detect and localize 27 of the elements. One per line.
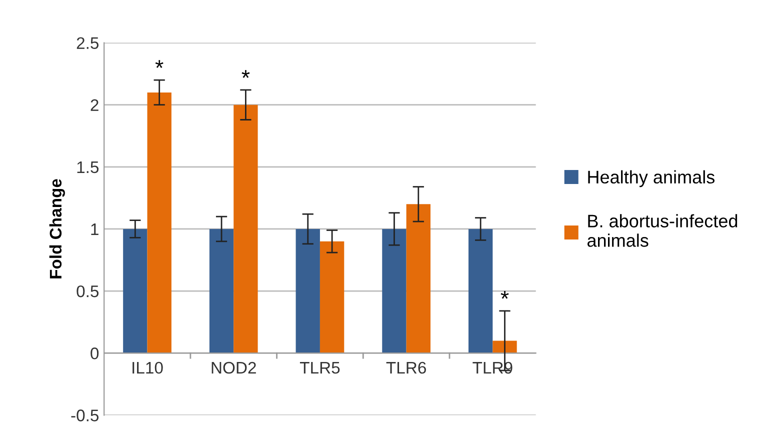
y-tick-label: 1 — [91, 224, 98, 236]
bar — [296, 228, 320, 354]
x-tick-label: IL10 — [132, 362, 163, 374]
legend-label: B. abortus-infected animals — [587, 214, 738, 247]
bar — [209, 228, 234, 354]
bar — [406, 204, 430, 354]
annotation: * — [500, 291, 509, 299]
annotation: * — [155, 60, 164, 68]
annotation: * — [242, 70, 250, 78]
y-tick-label: 0 — [90, 348, 99, 360]
y-axis-title: Fold Change — [49, 179, 65, 278]
legend-label: Healthy animals — [588, 170, 715, 188]
x-tick-label: TLR6 — [386, 362, 426, 374]
y-tick-label: 2 — [90, 99, 98, 111]
x-tick-label: TLR5 — [300, 362, 340, 374]
y-tick-label: -0.5 — [71, 410, 99, 422]
y-tick-label: 1.5 — [77, 161, 99, 174]
bar — [468, 228, 493, 354]
bar — [234, 104, 258, 354]
bar — [320, 241, 344, 354]
x-tick-label: NOD2 — [212, 362, 256, 374]
bar — [492, 340, 517, 354]
y-tick-label: 2.5 — [76, 37, 99, 50]
bar — [123, 228, 148, 354]
y-tick-label: 0.5 — [76, 285, 99, 298]
bar — [147, 92, 172, 354]
bar — [382, 228, 406, 354]
